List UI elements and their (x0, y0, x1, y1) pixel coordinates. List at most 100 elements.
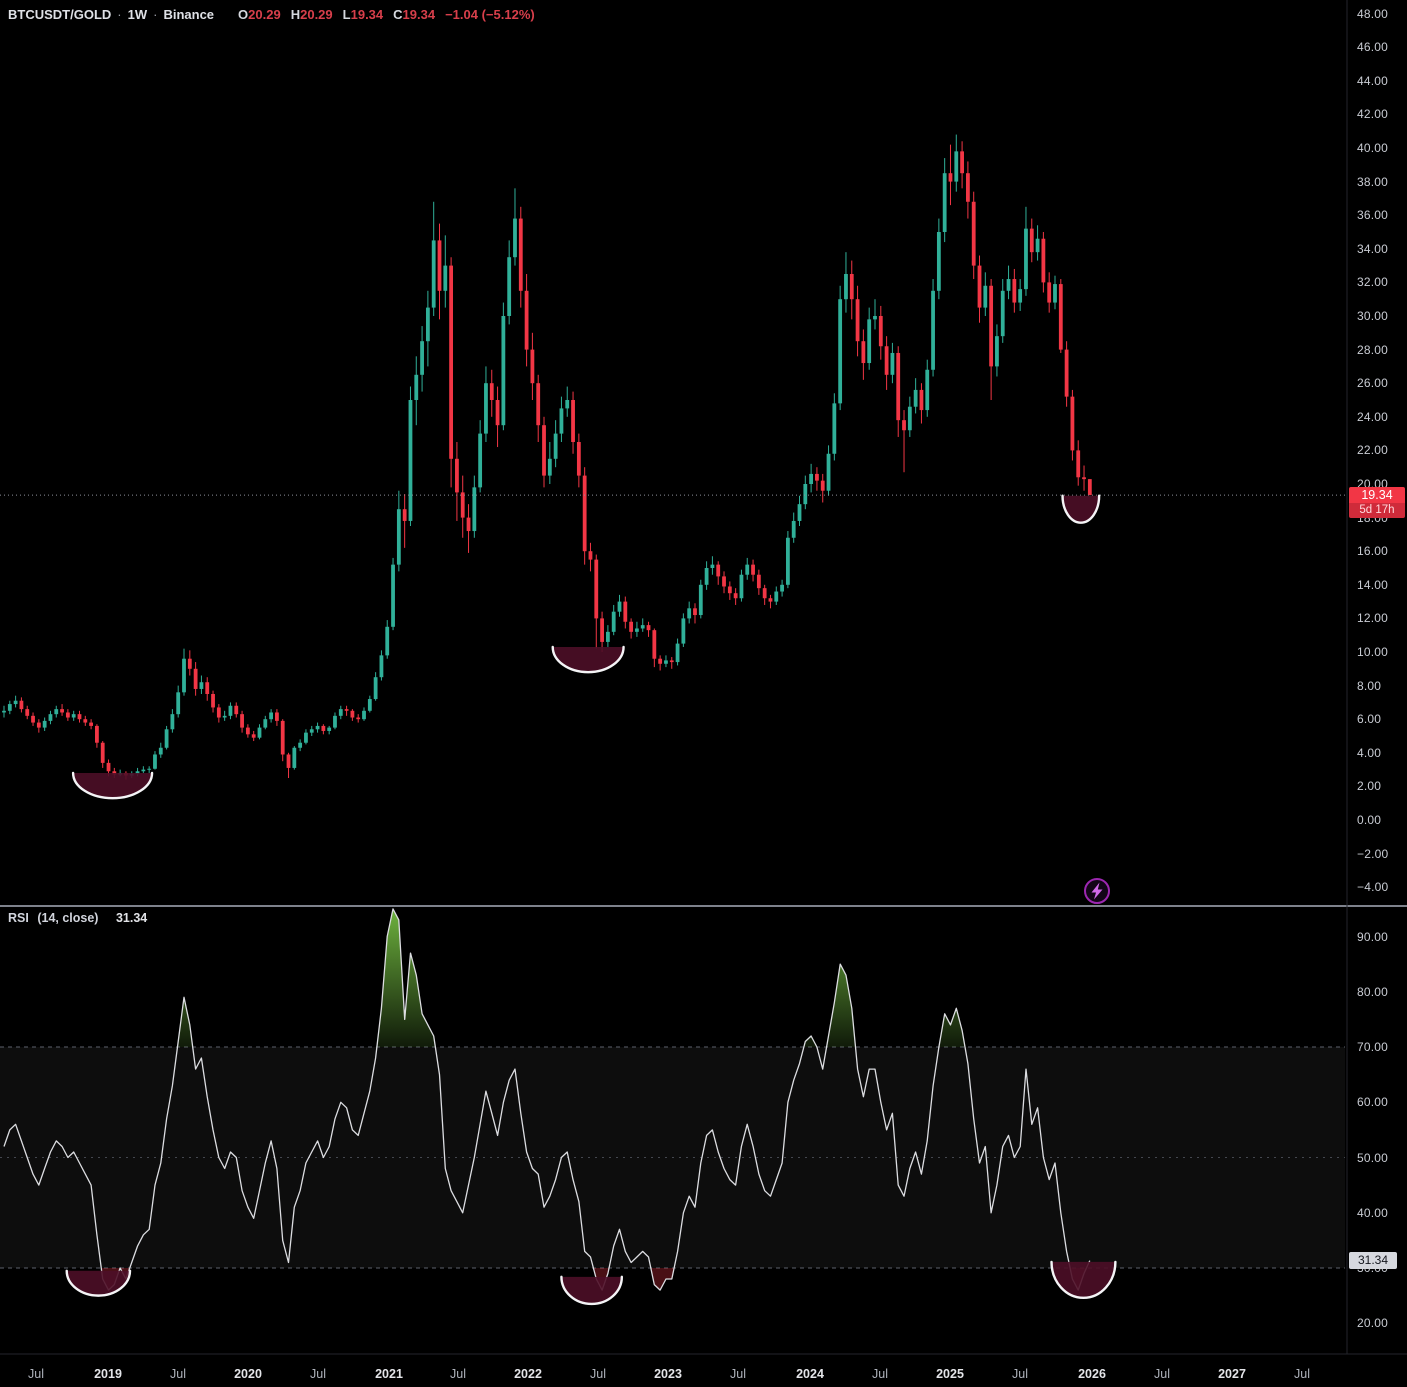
candle-body (478, 433, 483, 488)
candle-body (95, 725, 99, 743)
candle-body (147, 768, 152, 770)
candle-body (350, 710, 355, 718)
candle-body (1070, 396, 1075, 451)
candle-body (623, 601, 628, 622)
candle-body (803, 484, 808, 505)
rsi-tick: 90.00 (1357, 929, 1389, 944)
rsi-title[interactable]: RSI (8, 911, 29, 925)
cup-fill[interactable] (561, 1276, 622, 1304)
candle-body (385, 626, 390, 656)
candle-body (873, 316, 877, 320)
rsi-line (3, 908, 1091, 1291)
cup-arc[interactable] (551, 645, 625, 674)
candle-body (559, 408, 564, 434)
candle-body (518, 218, 523, 291)
candle-body (60, 709, 64, 713)
candle-body (135, 771, 140, 774)
rsi-pane[interactable] (0, 908, 1345, 1291)
candle-body (222, 715, 227, 718)
symbol-title[interactable]: BTCUSDT/GOLD (8, 7, 112, 22)
candle-body (611, 611, 616, 632)
candle-body (153, 754, 157, 769)
candle-body (919, 389, 924, 411)
lightning-icon (1091, 882, 1103, 900)
candle-body (594, 559, 599, 619)
candle-body (716, 564, 721, 577)
candle-body (1053, 284, 1057, 303)
candle-body (588, 551, 593, 560)
candle-body (547, 458, 552, 476)
cup-arc[interactable] (1050, 1260, 1117, 1299)
time-label-year: 2022 (514, 1367, 542, 1381)
cup-fill[interactable] (1051, 1261, 1116, 1298)
candle-body (100, 742, 105, 763)
price-tick: 0.00 (1357, 813, 1382, 827)
cup-fill[interactable] (73, 772, 153, 799)
price-tick: 12.00 (1357, 611, 1389, 626)
price-tick: 36.00 (1357, 208, 1389, 223)
time-label-year: 2020 (234, 1367, 262, 1381)
price-cup-annotations[interactable] (71, 494, 1101, 800)
candle-body (942, 173, 947, 232)
candle-body (25, 709, 30, 716)
cup-fill[interactable] (66, 1270, 131, 1296)
rsi-tick: 60.00 (1357, 1095, 1389, 1110)
candle-body (443, 265, 448, 291)
candle-body (495, 400, 500, 426)
candle-body (669, 660, 674, 663)
candle-body (158, 747, 163, 755)
candle-body (216, 707, 221, 718)
rsi-cup-annotations[interactable] (65, 1260, 1117, 1305)
candle-body (257, 727, 262, 738)
candle-body (774, 591, 779, 602)
candle-body (756, 574, 761, 589)
price-tick: 48.00 (1357, 6, 1389, 21)
cup-arc[interactable] (560, 1275, 624, 1305)
candle-body (890, 352, 895, 375)
last-price-value: 19.34 (1349, 487, 1405, 503)
candle-body (768, 598, 773, 602)
candle-body (182, 658, 186, 693)
time-label-year: 2019 (94, 1367, 122, 1381)
candle-body (826, 453, 831, 491)
cup-fill[interactable] (552, 646, 624, 673)
candle-body (362, 710, 366, 720)
exchange-label: Binance (163, 7, 215, 22)
candle-body (286, 754, 291, 768)
candle-body (333, 715, 337, 728)
price-tick: 8.00 (1357, 678, 1382, 693)
candle-body (344, 709, 349, 711)
candle-body (71, 714, 76, 718)
cup-arc[interactable] (1061, 494, 1101, 524)
interval-label[interactable]: 1W (127, 7, 148, 22)
candle-body (861, 341, 866, 364)
candle-body (501, 316, 506, 426)
candle-body (338, 709, 343, 716)
candle-body (971, 201, 976, 266)
candle-body (425, 307, 430, 342)
cup-arc[interactable] (65, 1269, 132, 1297)
price-tick: 28.00 (1357, 342, 1389, 357)
candle-body (867, 319, 872, 364)
close-value: 19.34 (402, 7, 436, 22)
candle-body (292, 747, 297, 768)
candle-body (321, 725, 326, 731)
change-value: −1.04 (−5.12%) (445, 7, 535, 22)
candle-body (1018, 289, 1023, 303)
candle-body (727, 586, 732, 594)
rsi-params: (14, close) (37, 911, 99, 925)
candle-body (77, 714, 82, 720)
candle-body (373, 677, 378, 700)
rsi-header[interactable]: RSI (14, close) 31.34 (8, 911, 147, 925)
candle-body (960, 151, 964, 174)
cup-arc[interactable] (71, 771, 154, 800)
candle-body (1000, 290, 1005, 337)
candle-body (675, 643, 680, 663)
candlestick-series (2, 134, 1092, 780)
candle-body (664, 660, 668, 664)
lightning-button[interactable] (1084, 878, 1110, 904)
candle-body (681, 618, 686, 644)
candle-body (367, 699, 372, 711)
cup-fill[interactable] (1062, 495, 1100, 523)
